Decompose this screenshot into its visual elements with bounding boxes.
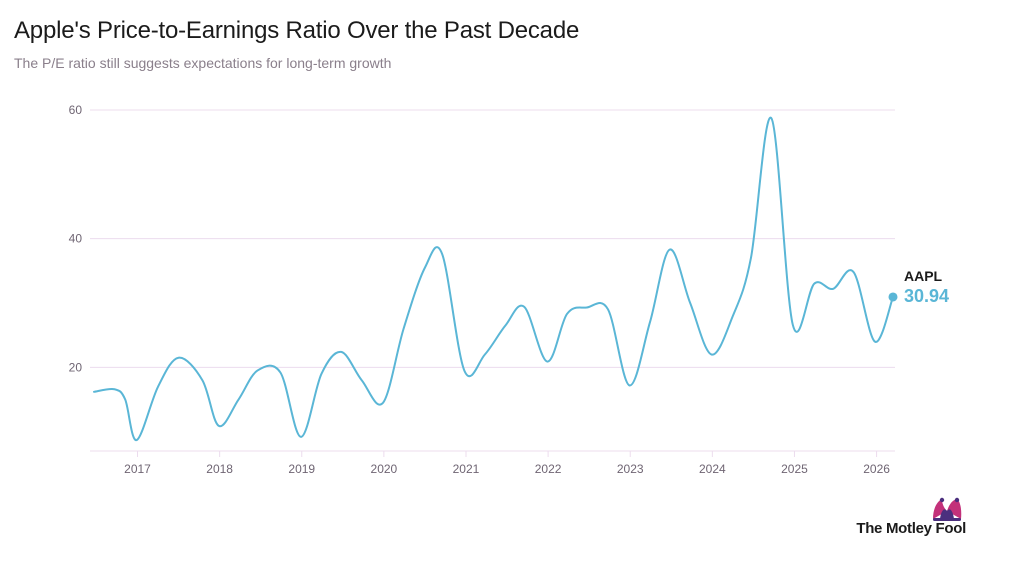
x-tick-label: 2022 (535, 462, 562, 476)
x-tick-label: 2017 (124, 462, 151, 476)
y-tick-label: 40 (69, 232, 83, 246)
end-label: AAPL 30.94 (904, 268, 949, 306)
x-tick-label: 2019 (288, 462, 315, 476)
end-label-value: 30.94 (904, 286, 949, 306)
grid-lines (90, 109, 895, 368)
x-tick-label: 2020 (371, 462, 398, 476)
x-tick-label: 2023 (617, 462, 644, 476)
x-axis: 2017 2018 2019 2020 2021 2022 2023 2024 2025 2026 (90, 450, 895, 476)
x-tick-label: 2025 (781, 462, 808, 476)
x-tick-label: 2021 (453, 462, 480, 476)
chart-subtitle: The P/E ratio still suggests expectation… (14, 55, 392, 71)
brand-name: The Motley Fool (856, 520, 966, 537)
y-axis: 20 40 60 (69, 103, 83, 374)
series-aapl (93, 116, 898, 442)
chart-title: Apple's Price-to-Earnings Ratio Over the… (14, 17, 580, 44)
series-line-aapl (93, 116, 894, 442)
y-tick-label: 60 (69, 103, 83, 117)
jester-hat-icon (933, 497, 962, 521)
series-end-point (888, 292, 898, 302)
end-label-ticker: AAPL (904, 268, 943, 284)
y-tick-label: 20 (69, 360, 83, 374)
x-tick-label: 2024 (699, 462, 726, 476)
brand-logo: The Motley Fool (836, 497, 966, 537)
x-tick-label: 2018 (206, 462, 233, 476)
x-tick-label: 2026 (863, 462, 890, 476)
